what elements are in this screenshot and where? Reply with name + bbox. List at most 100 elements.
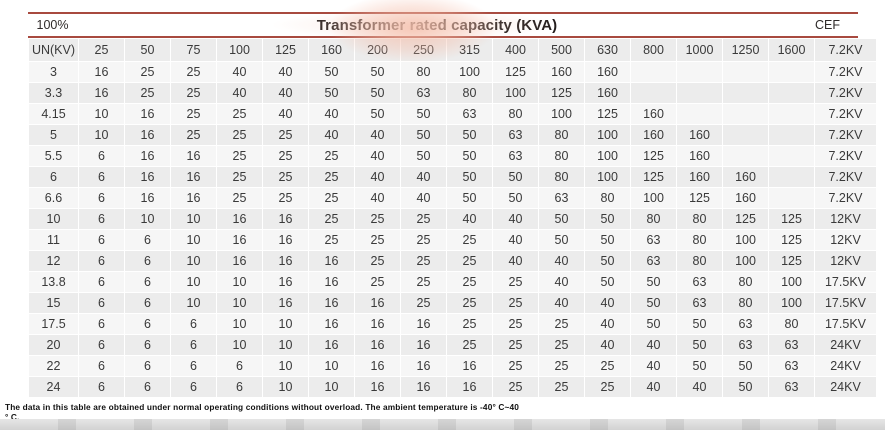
- capacity-cell: 160: [539, 62, 584, 82]
- capacity-cell: 25: [309, 167, 354, 187]
- capacity-cell: 125: [769, 251, 814, 271]
- capacity-cell: 100: [723, 230, 768, 250]
- capacity-cell: 50: [677, 335, 722, 355]
- capacity-cell: 6: [217, 356, 262, 376]
- capacity-cell: 10: [171, 230, 216, 250]
- capacity-cell: 80: [723, 272, 768, 292]
- capacity-cell: 50: [401, 104, 446, 124]
- capacity-cell: 63: [769, 377, 814, 397]
- table-row: 11 6 6 10 16 16 25 25 25 25 40 50 50 63 80 100 125 12KV: [29, 230, 876, 250]
- header-cef-value: 7.2KV: [815, 39, 876, 61]
- capacity-cell: 100: [585, 167, 630, 187]
- table-row: 22 6 6 6 6 10 10 16 16 16 25 25 25 40 50 50 63 24KV: [29, 356, 876, 376]
- capacity-header: 100: [217, 39, 262, 61]
- capacity-cell: 50: [723, 356, 768, 376]
- table-row: 10 6 10 10 16 16 25 25 25 40 40 50 50 80 80 125 125 12KV: [29, 209, 876, 229]
- footnote-line1: The data in this table are obtained unde…: [5, 402, 520, 412]
- capacity-cell: 10: [217, 335, 262, 355]
- capacity-cell: 50: [355, 62, 400, 82]
- percent-label: 100%: [36, 18, 69, 32]
- table-row: 20 6 6 6 10 10 16 16 16 25 25 25 40 40 50 63 63 24KV: [29, 335, 876, 355]
- capacity-cell: 25: [585, 356, 630, 376]
- capacity-header: 800: [631, 39, 676, 61]
- capacity-cell: 6: [79, 377, 124, 397]
- capacity-cell: [631, 62, 676, 82]
- capacity-cell: 160: [585, 83, 630, 103]
- capacity-cell: 125: [539, 83, 584, 103]
- capacity-cell: [769, 188, 814, 208]
- capacity-cell: 25: [539, 314, 584, 334]
- capacity-cell: 16: [447, 377, 492, 397]
- un-kv-value: 20: [29, 335, 78, 355]
- capacity-cell: 6: [171, 356, 216, 376]
- capacity-cell: 25: [447, 293, 492, 313]
- capacity-cell: 25: [493, 314, 538, 334]
- capacity-cell: 100: [539, 104, 584, 124]
- capacity-cell: 160: [677, 146, 722, 166]
- capacity-cell: 40: [217, 83, 262, 103]
- capacity-cell: 50: [585, 251, 630, 271]
- un-kv-value: 15: [29, 293, 78, 313]
- capacity-cell: 6: [79, 293, 124, 313]
- capacity-cell: [723, 83, 768, 103]
- capacity-cell: 25: [263, 188, 308, 208]
- capacity-cell: 10: [263, 377, 308, 397]
- capacity-cell: [769, 167, 814, 187]
- table-row: 6 6 16 16 25 25 25 40 40 50 50 80 100 125 160 160 7.2KV: [29, 167, 876, 187]
- capacity-cell: 25: [401, 230, 446, 250]
- capacity-cell: 63: [493, 125, 538, 145]
- capacity-cell: 50: [355, 83, 400, 103]
- capacity-cell: 16: [309, 293, 354, 313]
- un-kv-value: 11: [29, 230, 78, 250]
- capacity-cell: 63: [769, 335, 814, 355]
- capacity-cell: 100: [631, 188, 676, 208]
- capacity-cell: 25: [585, 377, 630, 397]
- table-row: 24 6 6 6 6 10 10 16 16 16 25 25 25 40 40 50 63 24KV: [29, 377, 876, 397]
- capacity-cell: 50: [447, 146, 492, 166]
- capacity-cell: 63: [539, 188, 584, 208]
- table-row: 5 10 16 25 25 25 40 40 50 50 63 80 100 160 160 7.2KV: [29, 125, 876, 145]
- capacity-cell: 16: [263, 272, 308, 292]
- cef-column-header: CEF: [815, 18, 840, 32]
- capacity-cell: [769, 146, 814, 166]
- capacity-cell: 16: [309, 335, 354, 355]
- capacity-cell: 10: [309, 356, 354, 376]
- capacity-cell: 40: [401, 188, 446, 208]
- capacity-cell: 16: [125, 188, 170, 208]
- capacity-cell: 16: [125, 167, 170, 187]
- capacity-cell: 25: [447, 335, 492, 355]
- capacity-cell: 10: [79, 125, 124, 145]
- capacity-header: 1600: [769, 39, 814, 61]
- capacity-header: 125: [263, 39, 308, 61]
- cef-value: 7.2KV: [815, 104, 876, 124]
- capacity-cell: 10: [125, 209, 170, 229]
- capacity-cell: 80: [631, 209, 676, 229]
- transformer-capacity-table: 100% Transformer rated capacity (KVA) CE…: [28, 12, 876, 398]
- capacity-cell: 50: [447, 125, 492, 145]
- capacity-cell: 40: [585, 293, 630, 313]
- capacity-cell: 63: [723, 314, 768, 334]
- capacity-cell: 25: [401, 272, 446, 292]
- capacity-cell: 16: [355, 335, 400, 355]
- un-kv-header: UN(KV): [29, 39, 78, 61]
- capacity-cell: 160: [677, 167, 722, 187]
- capacity-cell: 16: [217, 230, 262, 250]
- capacity-cell: 40: [585, 314, 630, 334]
- capacity-cell: 80: [401, 62, 446, 82]
- capacity-cell: 25: [355, 209, 400, 229]
- capacity-cell: [723, 146, 768, 166]
- cef-value: 7.2KV: [815, 146, 876, 166]
- capacity-cell: 40: [493, 209, 538, 229]
- capacity-cell: [769, 104, 814, 124]
- capacity-cell: 16: [171, 167, 216, 187]
- capacity-cell: 160: [677, 125, 722, 145]
- capacity-cell: 6: [79, 314, 124, 334]
- bottom-page-band: [0, 419, 885, 430]
- capacity-cell: 25: [171, 125, 216, 145]
- capacity-cell: 16: [401, 335, 446, 355]
- capacity-cell: 25: [447, 272, 492, 292]
- capacity-header: 400: [493, 39, 538, 61]
- capacity-cell: 80: [539, 125, 584, 145]
- un-kv-value: 5.5: [29, 146, 78, 166]
- table-title-row: 100% Transformer rated capacity (KVA) CE…: [28, 12, 858, 38]
